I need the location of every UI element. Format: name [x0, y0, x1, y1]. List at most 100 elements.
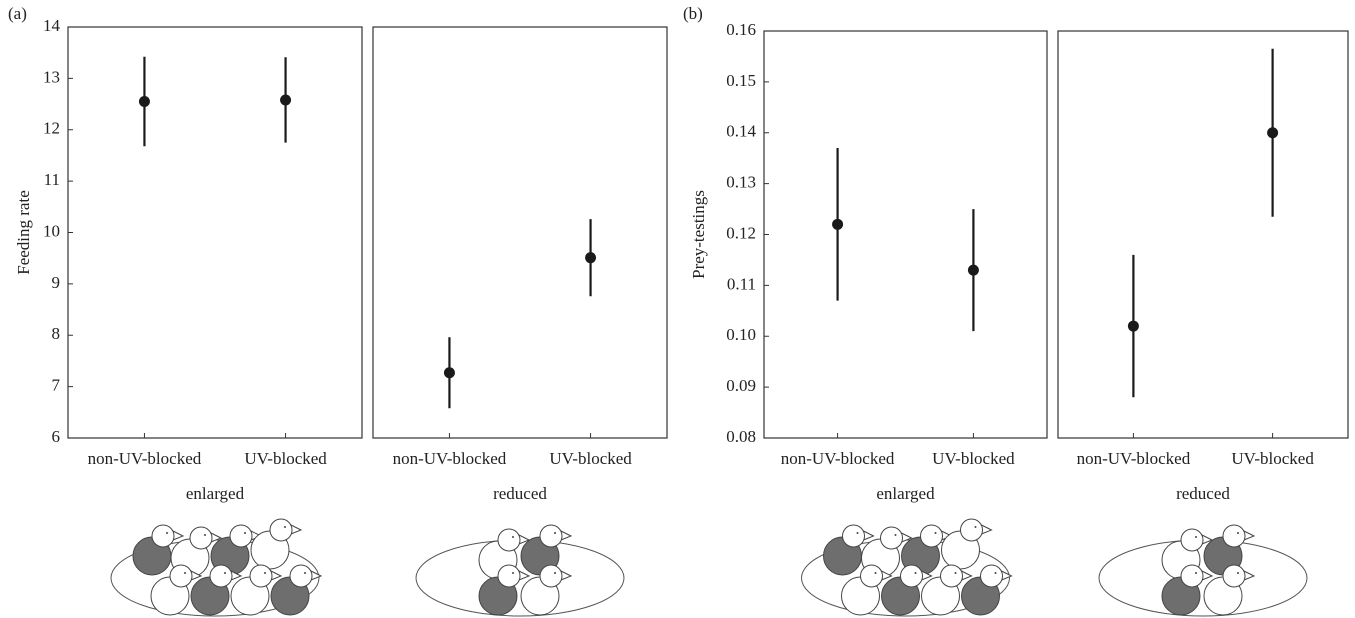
panel-label: (a)	[8, 4, 27, 23]
bird-head	[1180, 528, 1204, 552]
bird-head	[940, 564, 963, 588]
bird-beak	[290, 524, 303, 535]
x-axis-label: reduced	[493, 484, 547, 503]
y-tick-label: 11	[44, 170, 60, 189]
bird-eye	[284, 526, 286, 528]
data-point	[1267, 127, 1279, 139]
bird-head	[1222, 524, 1246, 548]
y-axis-label: Feeding rate	[14, 190, 33, 275]
x-tick-label: non-UV-blocked	[1077, 449, 1191, 468]
bird-eye	[1195, 536, 1197, 538]
bird-beak	[560, 530, 573, 541]
bird-head	[289, 564, 313, 588]
plot-frame	[1057, 30, 1349, 439]
panel-label: (b)	[683, 4, 703, 23]
bird-head	[539, 564, 563, 588]
bird-illustration	[1098, 524, 1308, 617]
bird-eye	[914, 572, 917, 574]
plot-frame	[67, 26, 363, 439]
y-tick-label: 0.12	[726, 223, 756, 242]
y-tick-label: 7	[52, 376, 61, 395]
data-point	[832, 218, 844, 230]
bird-head	[229, 524, 253, 548]
data-point	[1127, 320, 1139, 332]
bird-head	[842, 524, 865, 548]
data-point	[443, 367, 455, 379]
y-axis-label: Prey-testings	[689, 190, 708, 279]
bird-eye	[166, 532, 168, 534]
y-tick-label: 0.14	[726, 122, 756, 141]
bird-head	[980, 564, 1003, 588]
bird-head	[151, 524, 175, 548]
bird-eye	[1195, 572, 1197, 574]
bird-head	[189, 526, 213, 550]
bird-eye	[204, 534, 206, 536]
bird-eye	[184, 572, 186, 574]
bird-eye	[856, 532, 859, 534]
bird-eye	[264, 572, 266, 574]
bird-eye	[244, 532, 246, 534]
bird-eye	[954, 572, 957, 574]
x-axis-label: enlarged	[186, 484, 245, 503]
y-tick-label: 14	[43, 16, 61, 35]
plot-frame	[763, 30, 1048, 439]
x-tick-label: UV-blocked	[244, 449, 327, 468]
bird-head	[169, 564, 193, 588]
bird-head	[539, 524, 563, 548]
bird-head	[497, 564, 521, 588]
bird-eye	[994, 572, 997, 574]
y-tick-label: 0.09	[726, 376, 756, 395]
bird-eye	[512, 572, 514, 574]
bird-head	[900, 564, 923, 588]
y-tick-label: 0.08	[726, 427, 756, 446]
bird-eye	[554, 572, 556, 574]
y-tick-label: 13	[43, 67, 60, 86]
bird-head	[920, 524, 943, 548]
bird-head	[1180, 564, 1204, 588]
y-tick-label: 0.13	[726, 173, 756, 192]
bird-illustration	[415, 524, 625, 617]
bird-beak	[863, 530, 875, 541]
bird-beak	[1243, 530, 1256, 541]
bird-head	[269, 518, 293, 542]
plot-frame	[372, 26, 668, 439]
y-tick-label: 0.11	[727, 274, 756, 293]
bird-eye	[894, 534, 897, 536]
bird-eye	[874, 572, 877, 574]
data-point	[280, 94, 292, 106]
x-axis-label: enlarged	[876, 484, 935, 503]
y-tick-label: 10	[43, 221, 60, 240]
bird-eye	[1237, 572, 1239, 574]
y-tick-label: 12	[43, 119, 60, 138]
bird-eye	[974, 526, 977, 528]
bird-head	[880, 526, 903, 550]
bird-illustration	[801, 518, 1013, 617]
bird-head	[960, 518, 983, 542]
bird-head	[1222, 564, 1246, 588]
x-tick-label: UV-blocked	[932, 449, 1015, 468]
data-point	[138, 95, 150, 107]
x-tick-label: UV-blocked	[1231, 449, 1314, 468]
data-point	[585, 252, 597, 264]
y-tick-label: 0.15	[726, 71, 756, 90]
y-tick-label: 6	[52, 427, 61, 446]
bird-eye	[934, 532, 937, 534]
y-tick-label: 9	[52, 273, 61, 292]
y-tick-label: 8	[52, 324, 61, 343]
bird-beak	[172, 530, 185, 541]
x-tick-label: UV-blocked	[549, 449, 632, 468]
bird-head	[209, 564, 233, 588]
x-tick-label: non-UV-blocked	[88, 449, 202, 468]
y-tick-label: 0.16	[726, 20, 756, 39]
bird-beak	[981, 524, 993, 535]
bird-eye	[224, 572, 226, 574]
data-point	[967, 264, 979, 276]
bird-eye	[1237, 532, 1239, 534]
bird-eye	[304, 572, 306, 574]
bird-head	[497, 528, 521, 552]
bird-eye	[512, 536, 514, 538]
bird-head	[860, 564, 883, 588]
y-tick-label: 0.10	[726, 325, 756, 344]
x-tick-label: non-UV-blocked	[781, 449, 895, 468]
